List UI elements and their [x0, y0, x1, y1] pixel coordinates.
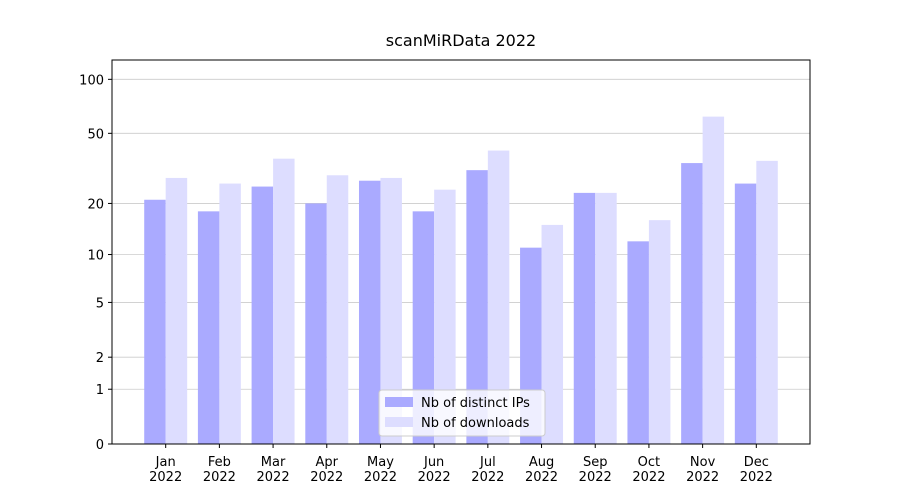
bar [487, 150, 510, 445]
x-tick-label: Apr 2022 [310, 455, 343, 485]
y-tick-label: 20 [87, 197, 104, 212]
bar [305, 203, 327, 444]
x-tick-label: Jun 2022 [418, 455, 451, 485]
bar [702, 116, 725, 444]
y-tick-label: 1 [96, 383, 104, 398]
x-tick-label: May 2022 [364, 455, 397, 485]
x-tick-label: Oct 2022 [632, 455, 665, 485]
bar [358, 180, 381, 445]
legend-label: Nb of distinct IPs [421, 396, 530, 411]
x-tick-label: Sep 2022 [579, 455, 612, 485]
bar [466, 170, 488, 444]
y-tick-label: 2 [96, 351, 104, 366]
y-tick-label: 10 [87, 249, 104, 264]
legend-swatch [385, 417, 413, 427]
bar [573, 192, 596, 444]
y-tick-label: 100 [79, 73, 104, 88]
bar [219, 183, 241, 445]
x-tick-label: Aug 2022 [525, 455, 558, 485]
chart-title: scanMiRData 2022 [386, 31, 536, 50]
bar [541, 224, 564, 444]
bar [595, 192, 617, 444]
bar [627, 241, 649, 444]
bar [734, 183, 757, 445]
legend: Nb of distinct IPs Nb of downloads [378, 389, 546, 437]
y-tick-label: 50 [87, 127, 104, 142]
x-tick-label: Dec 2022 [740, 455, 773, 485]
x-tick-label: Feb 2022 [203, 455, 236, 485]
bar [434, 189, 456, 444]
y-tick-label: 5 [96, 296, 104, 311]
bar [326, 175, 349, 444]
plot-frame [111, 59, 811, 445]
x-tick-label: Jan 2022 [149, 455, 182, 485]
bar [681, 163, 703, 445]
legend-box [378, 389, 546, 437]
bar [197, 211, 220, 444]
x-tick-label: Jul 2022 [471, 455, 504, 485]
bar [144, 199, 166, 444]
legend-swatch [385, 397, 413, 407]
y-tick-label: 0 [96, 438, 104, 453]
bar [380, 177, 402, 444]
bar [165, 177, 188, 444]
x-tick-label: Nov 2022 [686, 455, 719, 485]
bar [273, 158, 295, 445]
x-tick-label: Mar 2022 [257, 455, 290, 485]
bar [648, 220, 671, 444]
legend-label: Nb of downloads [421, 416, 530, 431]
bar [412, 211, 435, 444]
bar [251, 186, 274, 444]
bar [756, 160, 778, 444]
